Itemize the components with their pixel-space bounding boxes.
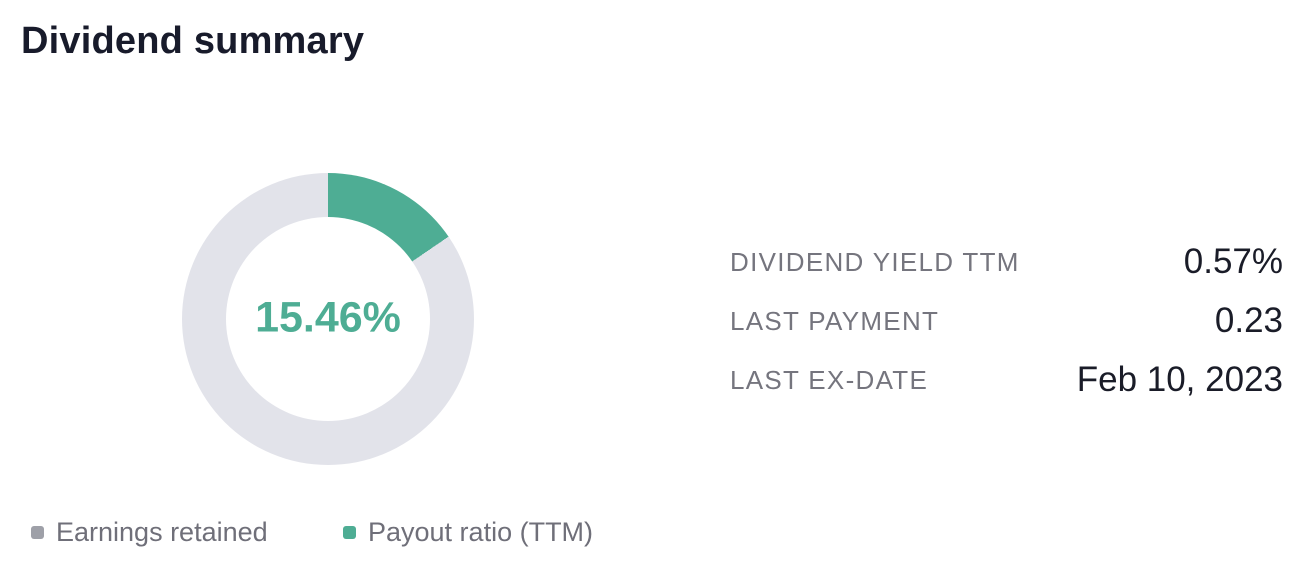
donut-center-label: 15.46% [255,293,401,342]
chart-legend: Earnings retained Payout ratio (TTM) [0,517,700,551]
stat-value: 0.57% [1183,242,1283,281]
legend-marker-icon [31,526,44,539]
legend-item-earnings-retained[interactable]: Earnings retained [31,517,268,548]
legend-item-label: Earnings retained [56,517,268,547]
page-title: Dividend summary [21,20,365,62]
stat-row-dividend-yield: DIVIDEND YIELD TTM 0.57% [730,241,1283,283]
stat-label: DIVIDEND YIELD TTM [730,246,1020,277]
stat-value: Feb 10, 2023 [1076,360,1283,399]
dividend-stats-list: DIVIDEND YIELD TTM 0.57% LAST PAYMENT 0.… [730,241,1283,401]
legend-item-payout-ratio[interactable]: Payout ratio (TTM) [343,517,593,548]
stat-row-last-ex-date: LAST EX-DATE Feb 10, 2023 [730,359,1283,401]
stat-row-last-payment: LAST PAYMENT 0.23 [730,300,1283,342]
donut-chart[interactable]: 15.46% [182,173,474,465]
stat-label: LAST EX-DATE [730,364,929,395]
legend-marker-icon [343,526,356,539]
stat-value: 0.23 [1214,301,1283,340]
stat-label: LAST PAYMENT [730,305,940,336]
donut-hole [226,217,430,421]
legend-item-label: Payout ratio (TTM) [368,517,594,547]
